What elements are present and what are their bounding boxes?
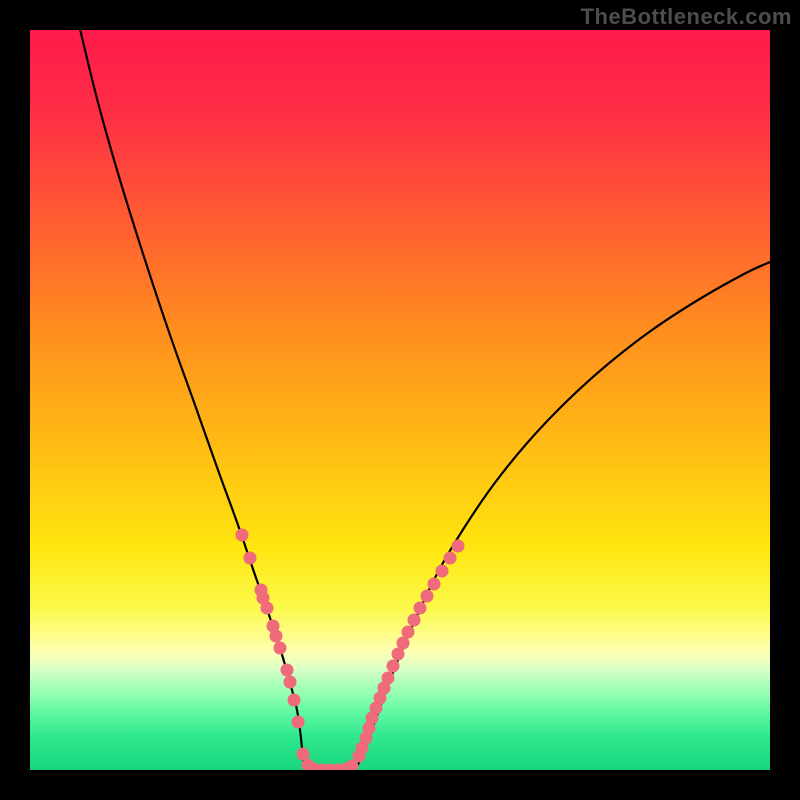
marker-dot [244, 552, 256, 564]
marker-dot [261, 602, 273, 614]
marker-dot [382, 672, 394, 684]
chart-stage: TheBottleneck.com [0, 0, 800, 800]
marker-dot [452, 540, 464, 552]
marker-dot [288, 694, 300, 706]
marker-dot [270, 630, 282, 642]
plot-area [30, 30, 770, 770]
marker-dot [281, 664, 293, 676]
markers-left [236, 529, 304, 728]
marker-dot [297, 748, 309, 760]
marker-dot [392, 648, 404, 660]
marker-dot [428, 578, 440, 590]
marker-dot [414, 602, 426, 614]
markers-bottom [297, 748, 358, 770]
marker-dot [387, 660, 399, 672]
marker-dot [236, 529, 248, 541]
v-curve [78, 30, 770, 770]
marker-dot [408, 614, 420, 626]
marker-dot [436, 565, 448, 577]
marker-dot [397, 637, 409, 649]
markers-right [353, 540, 464, 762]
marker-dot [421, 590, 433, 602]
marker-dot [402, 626, 414, 638]
plot-svg [30, 30, 770, 770]
marker-dot [274, 642, 286, 654]
watermark-text: TheBottleneck.com [581, 4, 792, 30]
marker-dot [284, 676, 296, 688]
marker-dot [444, 552, 456, 564]
marker-dot [292, 716, 304, 728]
